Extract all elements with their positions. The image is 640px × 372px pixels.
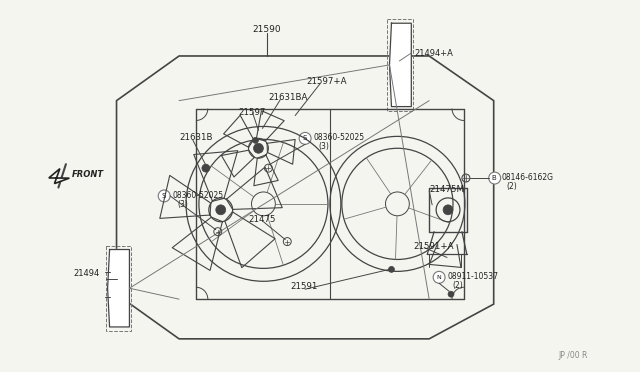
Circle shape [433, 271, 445, 283]
Text: 08360-52025: 08360-52025 [313, 134, 364, 142]
Text: N: N [436, 275, 442, 280]
Text: B: B [492, 175, 496, 181]
Text: 21591+A: 21591+A [413, 241, 454, 251]
Circle shape [448, 291, 454, 297]
Text: 21475M: 21475M [429, 185, 464, 194]
Circle shape [253, 143, 264, 153]
Circle shape [489, 172, 500, 184]
Circle shape [299, 132, 311, 144]
Circle shape [388, 266, 394, 272]
Text: (2): (2) [507, 182, 517, 191]
Polygon shape [108, 250, 129, 327]
Text: 21590: 21590 [253, 25, 281, 34]
Text: 08360-52025: 08360-52025 [172, 191, 223, 200]
Circle shape [158, 190, 170, 202]
Text: JP /00 R: JP /00 R [558, 351, 588, 360]
Text: 21631BA: 21631BA [268, 93, 308, 102]
Text: 21597+A: 21597+A [306, 77, 347, 86]
Polygon shape [390, 23, 412, 107]
Circle shape [202, 164, 210, 172]
Text: S: S [303, 135, 307, 141]
Text: S: S [162, 193, 166, 199]
Text: 21494: 21494 [74, 269, 100, 278]
Circle shape [216, 205, 226, 215]
Circle shape [443, 205, 453, 215]
Circle shape [253, 137, 259, 143]
Text: FRONT: FRONT [72, 170, 104, 179]
Text: (2): (2) [452, 281, 463, 290]
Bar [106, 246, 131, 331]
Text: 21591: 21591 [290, 282, 317, 291]
Text: 21475: 21475 [248, 215, 276, 224]
Polygon shape [49, 169, 69, 183]
Text: (3): (3) [177, 200, 188, 209]
Text: 21631B: 21631B [179, 134, 212, 142]
Text: 08911-10537: 08911-10537 [447, 272, 498, 281]
Text: 21494+A: 21494+A [414, 49, 453, 58]
Text: 08146-6162G: 08146-6162G [502, 173, 554, 182]
Text: (3): (3) [318, 142, 329, 151]
Text: 21597: 21597 [239, 108, 266, 116]
Bar [387, 19, 413, 110]
